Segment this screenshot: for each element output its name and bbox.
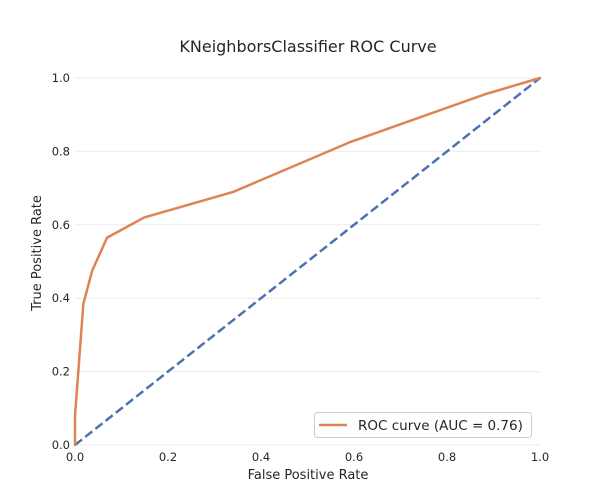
y-tick-label: 0.4 — [52, 291, 70, 305]
x-tick-label: 0.8 — [438, 450, 456, 464]
roc-curve-line — [73, 76, 542, 447]
y-tick-label: 0.2 — [52, 365, 70, 379]
x-axis-ticks: 0.0 0.2 0.4 0.6 0.8 1.0 — [66, 450, 549, 464]
x-tick-label: 0.6 — [345, 450, 363, 464]
y-tick-label: 0.0 — [52, 438, 70, 452]
x-tick-label: 0.4 — [252, 450, 270, 464]
series-layer — [73, 76, 542, 447]
x-tick-label: 0.0 — [66, 450, 84, 464]
chart-title: KNeighborsClassifier ROC Curve — [179, 37, 436, 56]
gridlines — [75, 77, 540, 446]
y-tick-label: 0.6 — [52, 218, 70, 232]
y-tick-label: 0.8 — [52, 144, 70, 158]
x-axis-label: False Positive Rate — [248, 468, 369, 483]
chance-diagonal-line — [74, 77, 541, 446]
y-axis-ticks: 0.0 0.2 0.4 0.6 0.8 1.0 — [52, 71, 70, 452]
legend-label-roc: ROC curve (AUC = 0.76) — [358, 418, 523, 434]
legend: ROC curve (AUC = 0.76) — [314, 412, 532, 438]
y-tick-label: 1.0 — [52, 71, 70, 85]
x-tick-label: 1.0 — [531, 450, 549, 464]
x-tick-label: 0.2 — [159, 450, 177, 464]
legend-box — [314, 412, 532, 438]
y-axis-label: True Positive Rate — [30, 195, 45, 312]
